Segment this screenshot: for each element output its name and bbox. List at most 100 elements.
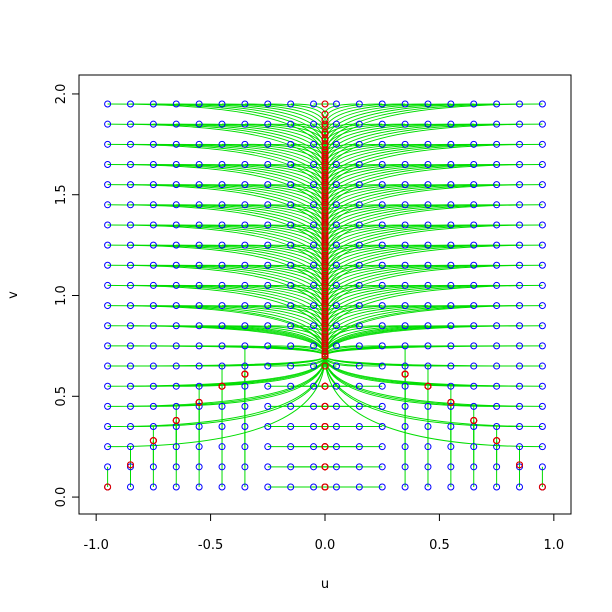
trajectory [324,103,360,115]
start-point [401,362,409,370]
start-point [424,281,432,289]
start-point [538,221,546,229]
start-point [424,362,432,370]
start-point [241,221,249,229]
start-point [401,443,409,451]
start-point [355,463,363,471]
start-point [378,181,386,189]
end-point [493,437,501,445]
start-point [149,281,157,289]
start-point [355,100,363,108]
start-point [149,402,157,410]
start-point [470,483,478,491]
start-point [401,302,409,310]
trajectory [324,244,543,304]
start-point [104,342,112,350]
start-point [172,181,180,189]
start-point [516,140,524,148]
start-point [470,463,478,471]
start-point [355,342,363,350]
start-point [218,181,226,189]
start-point [287,362,295,370]
start-point [126,100,134,108]
end-point [321,352,329,360]
x-tick-label: 0.0 [315,538,336,553]
start-point [493,181,501,189]
trajectory [176,143,326,185]
start-point [310,120,318,128]
end-point [321,423,329,431]
start-point [195,120,203,128]
start-point [332,160,340,168]
start-point [470,241,478,249]
start-point [332,302,340,310]
start-point [241,463,249,471]
start-point [310,241,318,249]
start-point [378,322,386,330]
start-point [172,483,180,491]
start-point [195,382,203,390]
start-point [538,362,546,370]
start-point [332,120,340,128]
start-point [172,443,180,451]
start-point [332,181,340,189]
start-point [310,302,318,310]
start-point [332,201,340,209]
start-point [401,423,409,431]
start-point [378,342,386,350]
start-point [424,160,432,168]
start-point [516,483,524,491]
x-tick-label: 1.0 [543,538,564,553]
start-point [218,261,226,269]
start-point [310,342,318,350]
start-point [172,463,180,471]
start-point [401,241,409,249]
start-point [172,302,180,310]
start-point [447,302,455,310]
trajectory [324,184,543,244]
trajectory [244,123,326,147]
start-point [470,342,478,350]
start-point [355,140,363,148]
start-point [264,443,272,451]
start-point [195,423,203,431]
trajectory [324,224,543,284]
start-point [287,322,295,330]
trajectory [176,264,326,306]
start-point [126,160,134,168]
start-point [355,221,363,229]
start-point [264,201,272,209]
start-point [218,423,226,431]
start-point [172,120,180,128]
end-point [321,199,329,207]
start-point [332,100,340,108]
start-point [378,463,386,471]
start-point [310,221,318,229]
start-point [493,261,501,269]
start-point [264,322,272,330]
start-point [310,382,318,390]
trajectory [324,284,543,344]
trajectory [324,325,406,348]
start-point [104,281,112,289]
start-point [424,221,432,229]
start-point [424,181,432,189]
start-point [332,423,340,431]
start-point [355,160,363,168]
end-point [172,416,180,424]
start-point [470,362,478,370]
start-point [126,362,134,370]
start-point [218,302,226,310]
start-point [401,221,409,229]
start-point [538,302,546,310]
trajectory [324,355,543,367]
start-point [493,402,501,410]
start-point [287,241,295,249]
start-point [401,382,409,390]
start-point [538,241,546,249]
start-point [310,261,318,269]
trajectory [244,305,326,328]
start-point [241,181,249,189]
end-point [321,100,329,108]
start-point [401,322,409,330]
